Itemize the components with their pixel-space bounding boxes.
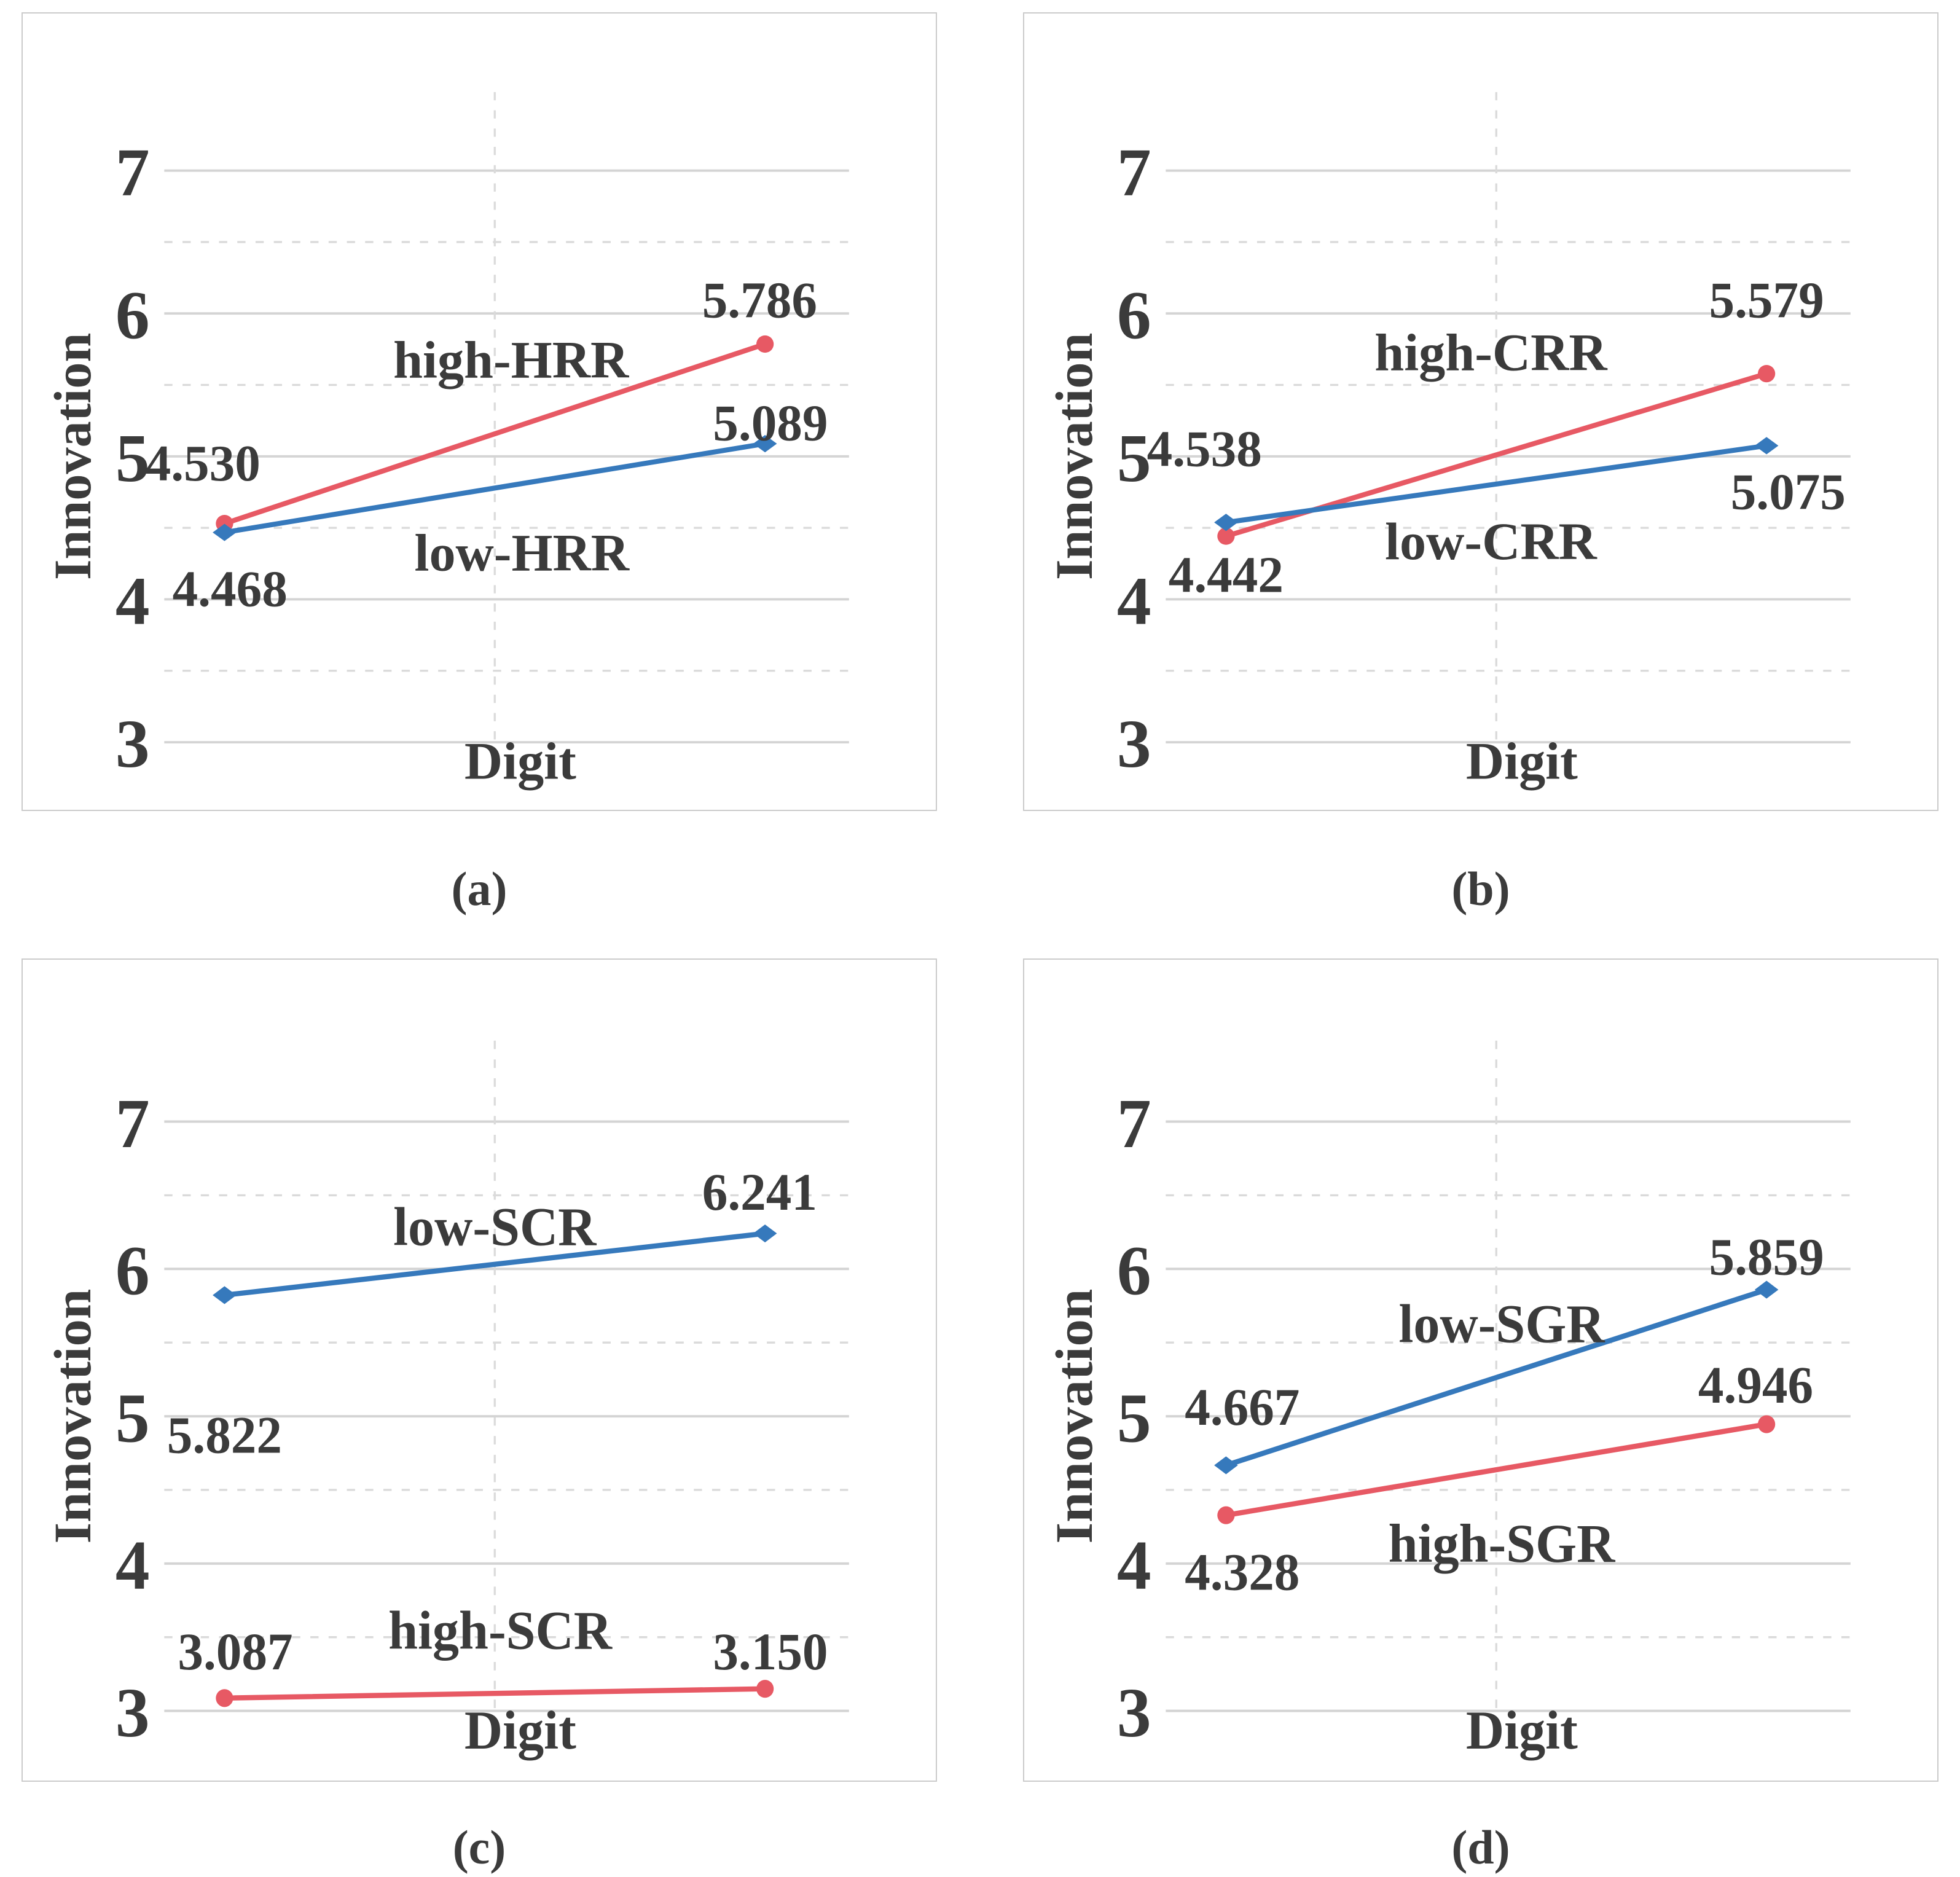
chart-b-svg: 3 4 5 6 7 Innovation Digit 4.538 4.442 5.579 5.075…: [1045, 92, 1851, 790]
panel-b: 3 4 5 6 7 Innovation Digit 4.538 4.442 5.579 5.075…: [1023, 12, 1938, 917]
chart-a: 3 4 5 6 7 Innovation Digit 4.530 5.786 4.468 5.089…: [22, 12, 937, 811]
value-label: 4.328: [1185, 1543, 1299, 1601]
high-SGR-marker-circle: [1217, 1506, 1235, 1524]
high-SCR-marker-circle: [216, 1689, 233, 1707]
low-SGR-marker-diamond: [1214, 1456, 1238, 1475]
value-label: 4.468: [173, 562, 288, 618]
high-SGR-marker-circle: [1758, 1415, 1776, 1433]
low-CRR-marker-diamond: [1754, 437, 1779, 455]
high-HRR-line: [222, 341, 768, 527]
high-CRR-marker-circle: [1758, 365, 1776, 383]
low-CRR-marker-diamond: [1214, 514, 1238, 531]
series-label: high-CRR: [1374, 323, 1607, 382]
y-axis-title: Innovation: [43, 1289, 102, 1544]
caption-c: (c): [452, 1820, 506, 1874]
value-label: 5.579: [1709, 273, 1824, 329]
series-label: high-SGR: [1389, 1513, 1616, 1573]
y-axis-title: Innovation: [43, 333, 102, 580]
y-tick-label: 3: [1117, 707, 1151, 782]
caption-b: (b): [1451, 862, 1510, 915]
y-tick-label: 3: [1117, 1674, 1151, 1752]
series-label: high-HRR: [393, 330, 629, 389]
caption-d: (d): [1451, 1820, 1510, 1874]
high-SGR-line: [1223, 1421, 1770, 1518]
value-label: 4.667: [1185, 1379, 1299, 1436]
chart-c: 3 4 5 6 7 Innovation Digit 5.822 6.241 3.087 3.150…: [22, 958, 937, 1782]
chart-c-svg: 3 4 5 6 7 Innovation Digit 5.822 6.241 3.087 3.150…: [43, 1040, 849, 1760]
high-SCR-line: [222, 1686, 768, 1701]
x-axis-title: Digit: [1466, 1700, 1578, 1760]
y-tick-label: 7: [1117, 135, 1151, 211]
value-label: 4.530: [146, 436, 261, 492]
value-label: 5.075: [1731, 464, 1846, 520]
y-tick-label: 4: [116, 564, 150, 640]
chart-a-svg: 3 4 5 6 7 Innovation Digit 4.530 5.786 4.468 5.089…: [43, 92, 849, 790]
y-tick-label: 4: [116, 1527, 150, 1605]
low-HRR-line: [222, 441, 768, 535]
panel-d: 3 4 5 6 7 Innovation Digit 4.667 4.328 5.859 4.946…: [1023, 958, 1938, 1875]
caption-a: (a): [451, 862, 508, 915]
y-tick-label: 5: [1117, 1379, 1151, 1457]
low-CRR-line: [1223, 443, 1770, 525]
low-SCR-marker-diamond: [213, 1286, 237, 1304]
value-label: 4.538: [1147, 421, 1262, 478]
y-tick-label: 5: [116, 1379, 150, 1457]
value-label: 3.150: [713, 1623, 828, 1681]
x-axis-title: Digit: [465, 731, 576, 790]
y-tick-label: 6: [116, 278, 150, 353]
high-CRR-marker-circle: [1217, 527, 1235, 545]
y-axis-title: Innovation: [1045, 333, 1103, 580]
low-SGR-marker-diamond: [1754, 1280, 1779, 1299]
y-tick-label: 5: [1117, 421, 1151, 496]
y-tick-label: 6: [1117, 278, 1151, 353]
series-label: low-HRR: [415, 523, 630, 582]
chart-b: 3 4 5 6 7 Innovation Digit 4.538 4.442 5.579 5.075…: [1023, 12, 1938, 811]
high-SCR-marker-circle: [756, 1680, 774, 1698]
value-label: 4.442: [1169, 547, 1284, 603]
panel-c: 3 4 5 6 7 Innovation Digit 5.822 6.241 3.087 3.150…: [22, 958, 937, 1875]
y-tick-label: 3: [116, 707, 150, 782]
low-SCR-marker-diamond: [753, 1224, 777, 1243]
y-tick-label: 6: [116, 1232, 150, 1310]
value-label: 5.089: [713, 396, 828, 452]
high-HRR-marker-circle: [756, 335, 774, 353]
chart-d-svg: 3 4 5 6 7 Innovation Digit 4.667 4.328 5.859 4.946…: [1045, 1040, 1851, 1760]
y-tick-label: 7: [1117, 1084, 1151, 1162]
value-label: 3.087: [178, 1623, 292, 1681]
value-label: 4.946: [1698, 1357, 1813, 1414]
y-tick-label: 5: [116, 421, 150, 496]
x-axis-title: Digit: [465, 1700, 576, 1760]
series-label: low-CRR: [1385, 512, 1597, 571]
y-tick-label: 6: [1117, 1232, 1151, 1310]
y-tick-label: 4: [1117, 564, 1151, 640]
panel-a: 3 4 5 6 7 Innovation Digit 4.530 5.786 4.468 5.089…: [22, 12, 937, 917]
series-label: high-SCR: [388, 1600, 613, 1660]
value-label: 5.822: [167, 1406, 282, 1464]
series-label: low-SCR: [393, 1196, 597, 1256]
x-axis-title: Digit: [1466, 731, 1578, 790]
y-axis-title: Innovation: [1045, 1289, 1103, 1544]
low-SCR-line: [222, 1231, 768, 1298]
y-tick-label: 3: [116, 1674, 150, 1752]
series-label: low-SGR: [1398, 1293, 1605, 1354]
y-tick-label: 7: [116, 135, 150, 211]
low-SGR-line: [1223, 1287, 1770, 1468]
value-label: 5.786: [702, 273, 817, 329]
low-HRR-marker-diamond: [213, 523, 237, 541]
y-tick-label: 7: [116, 1084, 150, 1162]
y-tick-label: 4: [1117, 1527, 1151, 1605]
value-label: 6.241: [702, 1164, 817, 1221]
chart-d: 3 4 5 6 7 Innovation Digit 4.667 4.328 5.859 4.946…: [1023, 958, 1938, 1782]
value-label: 5.859: [1709, 1228, 1824, 1286]
